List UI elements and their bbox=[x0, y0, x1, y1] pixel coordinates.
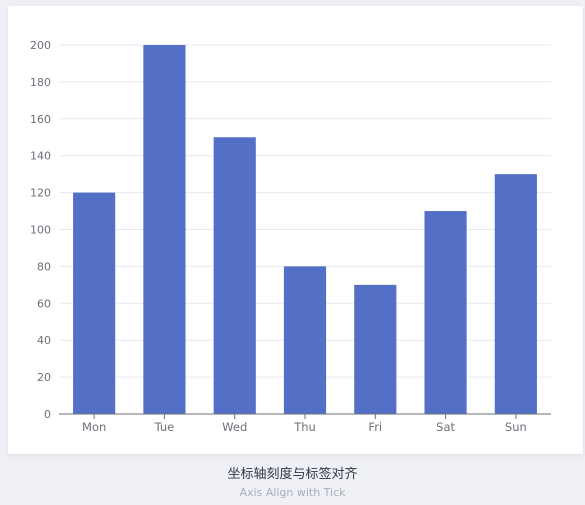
y-tick-label: 60 bbox=[37, 297, 51, 310]
bar bbox=[213, 137, 256, 414]
bar-chart: 0 20 40 60 80 100 120 140 160 180 200 Mon Tue Wed Thu F… bbox=[30, 39, 551, 434]
bar bbox=[283, 266, 327, 414]
y-tick-label: 120 bbox=[30, 187, 51, 200]
x-tick-label: Mon bbox=[82, 420, 106, 434]
x-tick-label: Sat bbox=[436, 420, 455, 434]
x-tick-label: Fri bbox=[368, 420, 382, 434]
y-tick-label: 140 bbox=[30, 150, 51, 163]
bar bbox=[73, 192, 116, 414]
bar bbox=[143, 45, 186, 414]
y-tick-label: 100 bbox=[30, 224, 51, 237]
y-tick-label: 200 bbox=[30, 39, 51, 52]
y-tick-label: 80 bbox=[37, 260, 51, 273]
y-tick-label: 40 bbox=[37, 334, 51, 347]
x-tick-label: Tue bbox=[154, 420, 175, 434]
y-tick-label: 20 bbox=[37, 371, 51, 384]
x-tick-label: Wed bbox=[222, 420, 247, 434]
chart-card: 0 20 40 60 80 100 120 140 160 180 200 Mon Tue Wed Thu F… bbox=[8, 6, 583, 454]
y-tick-label: 160 bbox=[30, 113, 51, 126]
example-subtitle: Axis Align with Tick bbox=[239, 486, 346, 499]
y-tick-label: 0 bbox=[44, 408, 51, 421]
x-tick-label: Thu bbox=[293, 420, 316, 434]
bar bbox=[494, 174, 537, 414]
y-tick-label: 180 bbox=[30, 76, 51, 89]
bar bbox=[424, 211, 467, 414]
example-title: 坐标轴刻度与标签对齐 bbox=[227, 467, 358, 482]
bar bbox=[354, 284, 397, 414]
x-tick-label: Sun bbox=[505, 420, 527, 434]
